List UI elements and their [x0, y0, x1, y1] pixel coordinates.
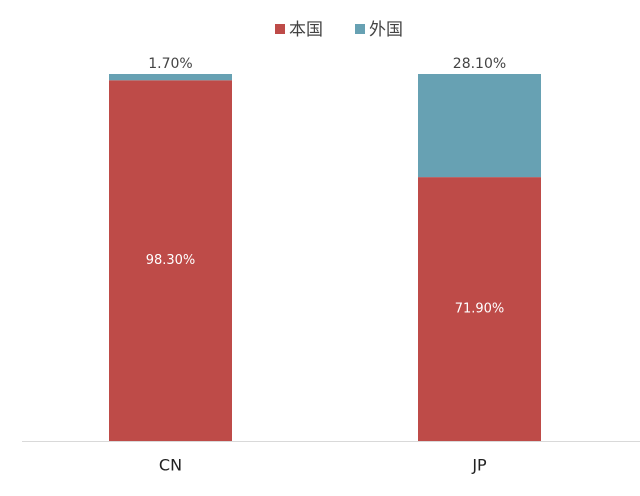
value-label: 98.30% — [146, 253, 196, 268]
value-label: 1.70% — [148, 56, 192, 72]
legend-text: 本国 — [289, 20, 323, 40]
bar-segment — [109, 74, 232, 81]
x-tick-label: JP — [471, 456, 487, 475]
bar-segment — [418, 177, 541, 441]
x-tick-label: CN — [159, 456, 182, 475]
bar-segment — [109, 80, 232, 441]
value-label: 28.10% — [453, 56, 506, 72]
bar-segment — [418, 74, 541, 178]
legend-text: 外国 — [369, 20, 403, 40]
legend-swatch — [355, 24, 365, 34]
value-label: 71.90% — [455, 302, 505, 317]
legend-swatch — [275, 24, 285, 34]
